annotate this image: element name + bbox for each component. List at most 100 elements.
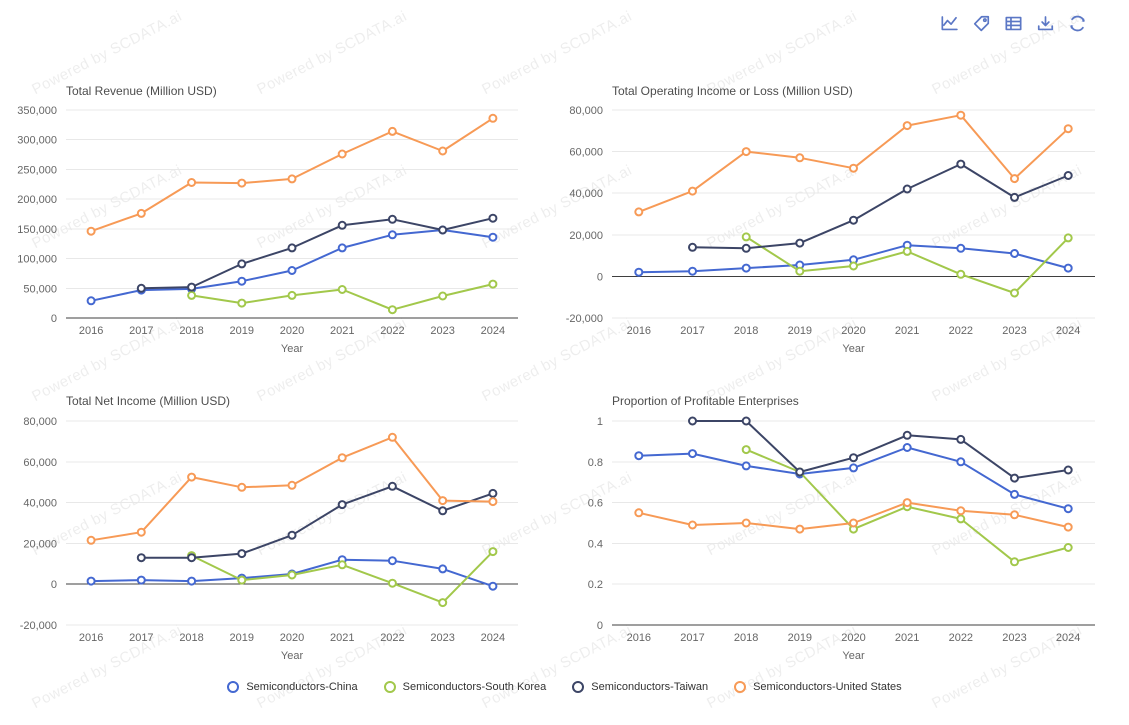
x-tick-label: 2017 bbox=[680, 325, 704, 337]
chart-title: Total Operating Income or Loss (Million … bbox=[612, 84, 853, 98]
data-point bbox=[136, 553, 146, 563]
download-icon[interactable] bbox=[1036, 14, 1055, 33]
y-tick-label: 0 bbox=[597, 620, 603, 632]
refresh-icon[interactable] bbox=[1068, 14, 1087, 33]
data-point bbox=[741, 416, 751, 426]
x-tick-label: 2023 bbox=[430, 632, 454, 644]
x-tick-label: 2022 bbox=[380, 325, 404, 337]
legend: Semiconductors-China Semiconductors-Sout… bbox=[0, 681, 1129, 693]
line-chart-icon[interactable] bbox=[940, 14, 959, 33]
y-tick-label: 60,000 bbox=[569, 147, 603, 159]
data-point bbox=[488, 488, 498, 498]
y-tick-label: 350,000 bbox=[17, 105, 57, 117]
data-point bbox=[902, 498, 912, 508]
chart-canvas: 80,000 60,000 40,000 20,000 0 -20,000 2016 2017… bbox=[20, 416, 518, 662]
data-point bbox=[438, 598, 448, 608]
x-tick-label: 2023 bbox=[1002, 325, 1026, 337]
data-point bbox=[237, 259, 247, 269]
x-tick-label: 2022 bbox=[949, 325, 973, 337]
y-tick-label: 250,000 bbox=[17, 164, 57, 176]
x-tick-label: 2017 bbox=[129, 632, 153, 644]
x-tick-label: 2024 bbox=[481, 325, 505, 337]
y-tick-label: 40,000 bbox=[23, 498, 57, 510]
data-point bbox=[488, 213, 498, 223]
data-point bbox=[287, 243, 297, 253]
data-point bbox=[187, 553, 197, 563]
legend-item-united-states[interactable]: Semiconductors-United States bbox=[734, 681, 902, 693]
data-point bbox=[849, 261, 858, 271]
data-point bbox=[287, 174, 297, 184]
data-point bbox=[488, 113, 498, 123]
data-point bbox=[488, 547, 498, 557]
data-point bbox=[688, 520, 697, 530]
x-tick-label: 2020 bbox=[841, 632, 865, 644]
legend-item-taiwan[interactable]: Semiconductors-Taiwan bbox=[572, 681, 708, 693]
data-point bbox=[956, 434, 966, 444]
data-point bbox=[136, 527, 146, 537]
data-point bbox=[86, 226, 96, 236]
y-tick-label: 50,000 bbox=[23, 283, 57, 295]
data-point bbox=[1010, 489, 1019, 499]
data-point bbox=[795, 266, 805, 276]
data-point bbox=[902, 184, 912, 194]
legend-label: Semiconductors-South Korea bbox=[402, 681, 547, 693]
data-point bbox=[956, 243, 966, 253]
data-point bbox=[337, 453, 347, 463]
y-tick-label: 0.8 bbox=[588, 457, 603, 469]
data-point bbox=[438, 291, 448, 301]
x-tick-label: 2021 bbox=[330, 632, 354, 644]
data-point bbox=[902, 121, 912, 131]
y-tick-label: 60,000 bbox=[23, 457, 57, 469]
data-table-icon[interactable] bbox=[1004, 14, 1023, 33]
data-point bbox=[902, 246, 912, 256]
data-point bbox=[956, 514, 966, 524]
data-point bbox=[1063, 124, 1073, 134]
x-tick-label: 2016 bbox=[627, 632, 651, 644]
data-point bbox=[688, 242, 697, 252]
data-point bbox=[438, 146, 448, 156]
data-point bbox=[634, 508, 644, 518]
data-point bbox=[287, 480, 297, 490]
chart-total-revenue: Total Revenue (Million USD) 350,000 300,0… bbox=[0, 80, 564, 380]
y-tick-label: 1 bbox=[597, 416, 603, 428]
y-tick-label: 0 bbox=[51, 313, 57, 325]
x-tick-label: 2021 bbox=[895, 325, 919, 337]
data-point bbox=[237, 549, 247, 559]
x-axis-title: Year bbox=[842, 650, 865, 662]
data-point bbox=[1010, 473, 1019, 483]
tag-icon[interactable] bbox=[972, 14, 991, 33]
data-point bbox=[741, 445, 751, 455]
series-line bbox=[140, 217, 494, 290]
x-tick-label: 2016 bbox=[627, 325, 651, 337]
y-tick-label: 20,000 bbox=[569, 230, 603, 242]
series-line bbox=[691, 420, 1070, 480]
series-line bbox=[637, 114, 1070, 213]
data-point bbox=[337, 285, 347, 294]
data-point bbox=[488, 232, 498, 242]
legend-item-south-korea[interactable]: Semiconductors-South Korea bbox=[383, 681, 547, 693]
data-point bbox=[287, 570, 297, 580]
legend-marker-icon bbox=[383, 681, 396, 693]
data-point bbox=[237, 298, 247, 308]
y-tick-label: 0.4 bbox=[588, 538, 603, 550]
x-tick-label: 2024 bbox=[1056, 632, 1080, 644]
x-tick-label: 2022 bbox=[380, 632, 404, 644]
data-point bbox=[488, 279, 498, 289]
x-tick-label: 2017 bbox=[129, 325, 153, 337]
legend-item-china[interactable]: Semiconductors-China bbox=[227, 681, 358, 693]
x-axis-title: Year bbox=[281, 343, 304, 355]
data-point bbox=[956, 269, 966, 279]
legend-label: Semiconductors-China bbox=[246, 681, 358, 693]
y-tick-label: 100,000 bbox=[17, 254, 57, 266]
data-point bbox=[187, 472, 197, 482]
data-point bbox=[1063, 543, 1073, 552]
x-tick-label: 2022 bbox=[949, 632, 973, 644]
y-tick-label: 0.6 bbox=[588, 498, 603, 510]
y-tick-label: 200,000 bbox=[17, 194, 57, 206]
data-point bbox=[387, 578, 397, 588]
legend-marker-icon bbox=[572, 681, 585, 693]
x-tick-label: 2024 bbox=[1056, 325, 1080, 337]
data-point bbox=[387, 481, 397, 491]
x-tick-label: 2019 bbox=[230, 325, 254, 337]
